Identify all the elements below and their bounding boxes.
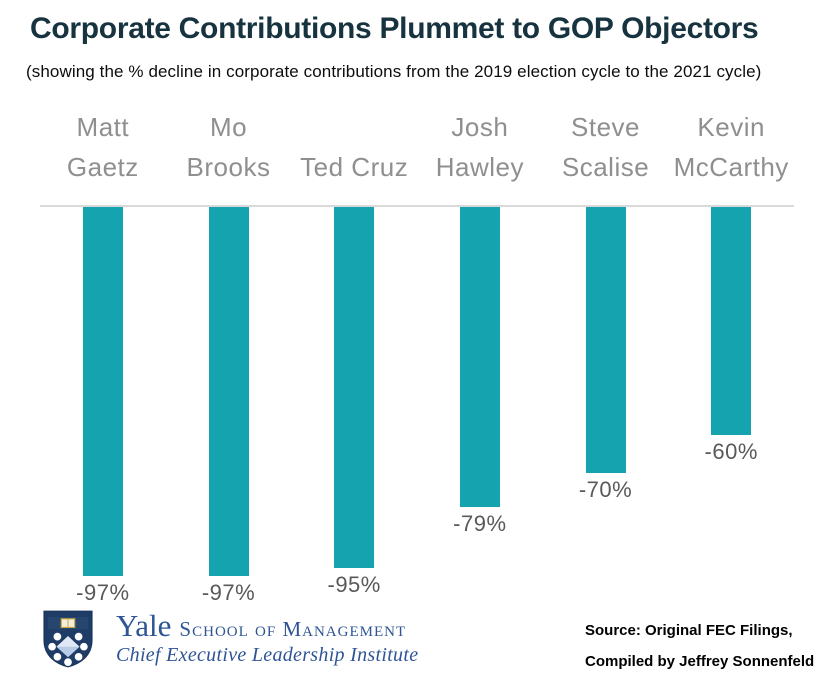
zero-axis-line	[40, 205, 794, 207]
yale-wordmark: Yale	[116, 608, 172, 643]
yale-som-logo: Yale School of Management Chief Executive…	[42, 610, 418, 668]
bar-chart: Matt Gaetz -97% Mo Brooks -97% Ted Cruz -95% Jos…	[40, 100, 794, 620]
chart-column: Mo Brooks -97%	[166, 100, 292, 606]
chart-title: Corporate Contributions Plummet to GOP O…	[30, 12, 759, 45]
chart-column: Ted Cruz -95%	[291, 100, 417, 606]
source-attribution: Source: Original FEC Filings, Compiled b…	[585, 615, 814, 675]
category-label: Josh Hawley	[435, 112, 524, 182]
value-label: -97%	[76, 580, 130, 605]
chart-columns: Matt Gaetz -97% Mo Brooks -97% Ted Cruz -95% Jos…	[40, 100, 794, 606]
source-line-2: Compiled by Jeffrey Sonnenfeld	[585, 653, 815, 670]
category-label: Mo Brooks	[186, 112, 271, 182]
value-label: -60%	[704, 439, 758, 464]
chart-column: Matt Gaetz -97%	[40, 100, 166, 606]
source-line-1: Source: Original FEC Filings,	[585, 622, 793, 639]
value-label: -97%	[201, 580, 256, 605]
value-label: -79%	[453, 511, 507, 536]
category-label: Matt Gaetz	[66, 112, 139, 182]
category-label: Kevin McCarthy	[673, 112, 789, 182]
category-label: Steve Scalise	[561, 112, 650, 182]
chart-column: Steve Scalise -70%	[543, 100, 669, 606]
category-label: Ted Cruz	[300, 152, 409, 182]
value-label: -70%	[578, 477, 633, 502]
bar	[334, 207, 375, 568]
bar	[82, 207, 123, 576]
bar	[711, 207, 752, 435]
chart-column: Josh Hawley -79%	[417, 100, 543, 606]
school-of-management-label: School of Management	[179, 617, 407, 641]
bar	[585, 207, 626, 473]
bar	[459, 207, 500, 507]
yale-som-shield-icon	[43, 610, 93, 668]
bar	[208, 207, 249, 576]
chart-column: Kevin McCarthy -60%	[668, 100, 794, 606]
yale-som-wordmark: Yale School of Management Chief Executive…	[116, 610, 418, 668]
chart-subtitle: (showing the % decline in corporate cont…	[26, 62, 762, 81]
value-label: -95%	[327, 572, 381, 597]
institute-label: Chief Executive Leadership Institute	[116, 644, 419, 666]
